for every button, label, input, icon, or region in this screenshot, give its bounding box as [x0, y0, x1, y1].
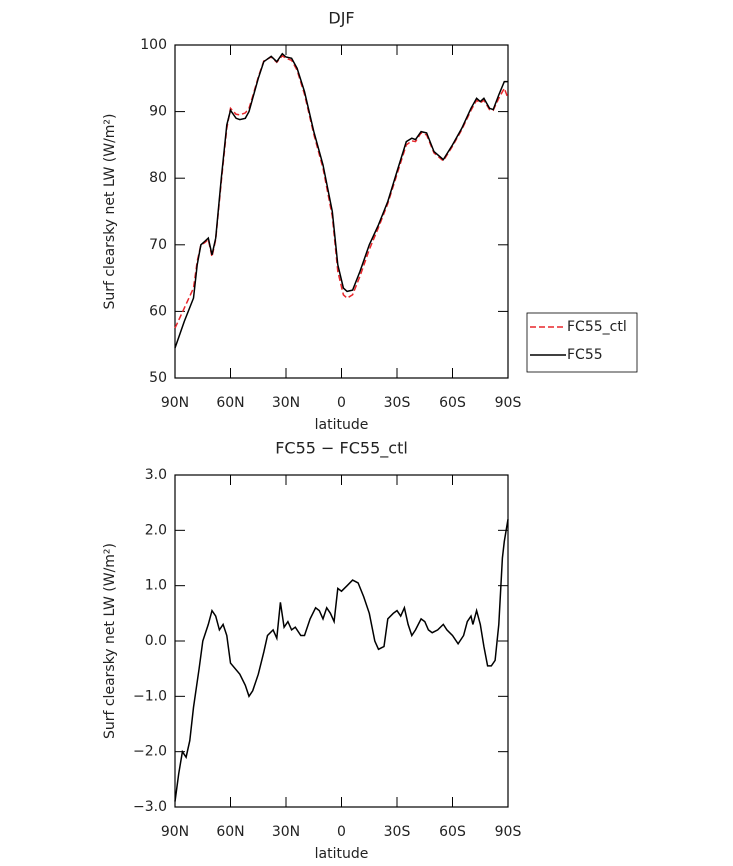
x-tick-label: 30N — [272, 824, 300, 840]
plot-frame — [174, 474, 509, 808]
x-tick-label: 90S — [495, 824, 522, 840]
y-axis-label: Surf clearsky net LW (W/m²) — [102, 543, 118, 739]
x-tick-label: 60N — [216, 824, 244, 840]
y-tick-label: −1.0 — [133, 688, 167, 704]
y-tick-label: 70 — [149, 237, 167, 253]
y-tick-label: −3.0 — [133, 799, 167, 815]
x-tick-label: 30N — [272, 395, 300, 411]
legend-label: FC55_ctl — [567, 319, 627, 335]
y-axis-label: Surf clearsky net LW (W/m²) — [102, 113, 118, 309]
x-tick-label: 60S — [439, 824, 466, 840]
x-tick-label: 60S — [439, 395, 466, 411]
y-tick-label: 3.0 — [145, 467, 167, 483]
x-axis-label: latitude — [315, 846, 369, 862]
x-tick-label: 0 — [337, 824, 346, 840]
y-tick-label: 1.0 — [145, 578, 167, 594]
x-axis-label: latitude — [315, 417, 369, 433]
line-series — [174, 52, 508, 349]
x-tick-label: 90N — [161, 824, 189, 840]
y-tick-label: 90 — [149, 104, 167, 120]
y-tick-label: 50 — [149, 370, 167, 386]
chart-title: FC55 − FC55_ctl — [275, 439, 408, 459]
chart-title: DJF — [328, 9, 354, 28]
line-series — [174, 54, 509, 329]
y-tick-label: 60 — [149, 303, 167, 319]
x-tick-label: 90S — [495, 395, 522, 411]
line-series — [174, 519, 509, 802]
x-tick-label: 60N — [216, 395, 244, 411]
legend-label: FC55 — [567, 347, 603, 363]
y-tick-label: −2.0 — [133, 744, 167, 760]
y-tick-label: 80 — [149, 170, 167, 186]
x-tick-label: 90N — [161, 395, 189, 411]
x-tick-label: 30S — [384, 824, 411, 840]
y-tick-label: 100 — [140, 37, 167, 53]
y-tick-label: 0.0 — [145, 633, 167, 649]
y-tick-label: 2.0 — [145, 522, 167, 538]
plot-frame — [174, 44, 509, 379]
x-tick-label: 0 — [337, 395, 346, 411]
legend-box — [526, 312, 638, 373]
x-tick-label: 30S — [384, 395, 411, 411]
